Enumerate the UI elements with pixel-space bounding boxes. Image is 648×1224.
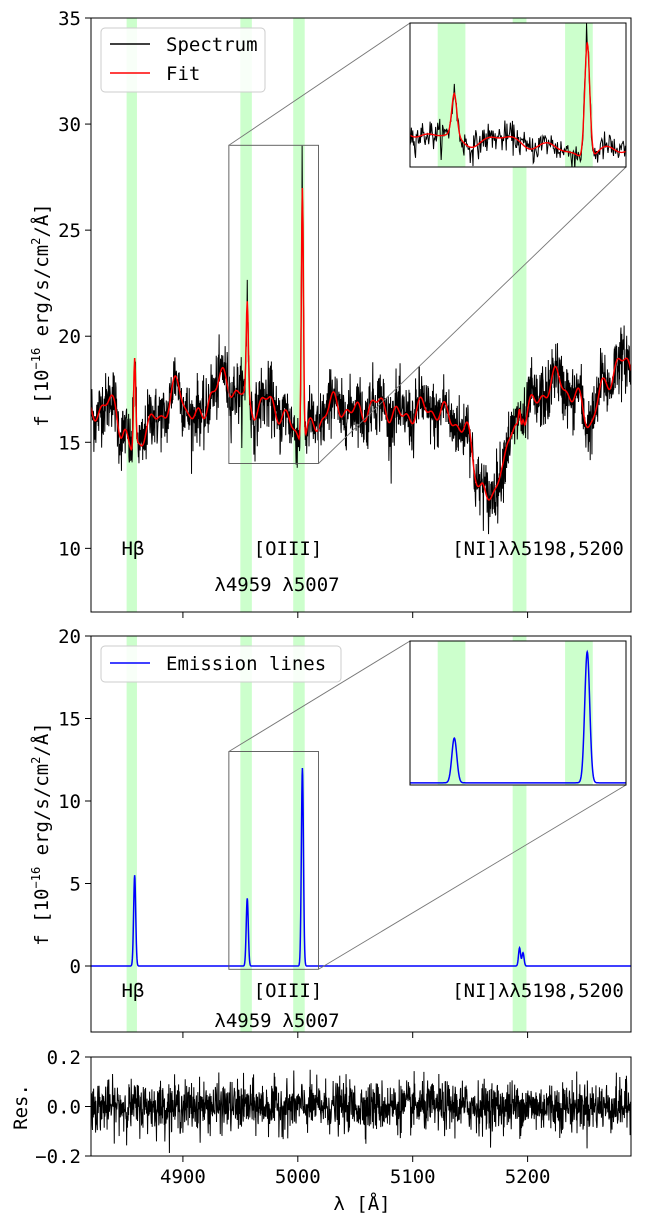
y-tick-label: 0.2 (47, 1047, 81, 1069)
residual-line (91, 1069, 631, 1154)
x-tick-label: 4900 (160, 1166, 206, 1188)
zoom-connector (228, 640, 411, 752)
line-region-shade (126, 636, 137, 1032)
inset-region-shade (565, 23, 593, 167)
y-tick-label: 15 (58, 709, 81, 731)
emission-line (91, 767, 631, 967)
zoom-connector (318, 166, 627, 464)
y-tick-label: 10 (58, 791, 81, 813)
legend-fit-label: Fit (166, 63, 200, 85)
hbeta-label: Hβ (122, 980, 145, 1002)
y-tick-label: 20 (58, 326, 81, 348)
x-axis-ticks (182, 612, 529, 618)
x-tick-label: 5100 (390, 1166, 436, 1188)
x-axis-ticks (182, 1032, 529, 1038)
legend: Spectrum Fit (100, 27, 266, 93)
line-region-shade (293, 18, 305, 612)
legend-emission-label: Emission lines (166, 653, 326, 675)
y-tick-label: 35 (58, 8, 81, 30)
spectrum-line (91, 145, 631, 535)
y-tick-label: −0.2 (35, 1146, 81, 1168)
line-region-shade (126, 18, 137, 612)
residual-panel: 0.2 0.0 −0.2 4900 5000 5100 5200 Res. λ [Å] (10, 1047, 632, 1215)
x-axis-label: λ [Å] (333, 1192, 390, 1215)
zoom-region-box (228, 751, 319, 970)
l4959-label: λ4959 (214, 574, 271, 596)
residual-y-label: Res. (10, 1084, 32, 1130)
l5007-label: λ5007 (282, 574, 339, 596)
y-axis-ticks: 0 5 10 15 20 (58, 626, 91, 978)
legend-spectrum-label: Spectrum (166, 34, 258, 56)
y-axis-ticks: 0.2 0.0 −0.2 (35, 1047, 91, 1168)
ni-label: [NI]λλ5198,5200 (452, 980, 624, 1002)
spectrum-panel: 10 15 20 25 30 35 Spectrum Fit Hβ [OIII] λ495… (29, 8, 632, 618)
x-axis-ticks: 4900 5000 5100 5200 (160, 1156, 550, 1188)
x-tick-label: 5200 (505, 1166, 551, 1188)
y-axis-label: f [10−16 erg/s/cm2/Å] (29, 722, 53, 945)
l5007-label: λ5007 (282, 1010, 339, 1032)
zoom-region-box (228, 144, 319, 464)
line-region-shade (240, 636, 252, 1032)
zoom-connector (228, 22, 411, 146)
y-tick-label: 20 (58, 626, 81, 648)
y-axis-ticks: 10 15 20 25 30 35 (58, 8, 91, 560)
y-tick-label: 0.0 (47, 1097, 81, 1119)
y-tick-label: 5 (70, 874, 81, 896)
line-region-shade (293, 636, 305, 1032)
inset-emission-line (410, 649, 626, 784)
fit-line (91, 187, 631, 501)
zoom-connector (318, 784, 627, 970)
ni-label: [NI]λλ5198,5200 (452, 538, 624, 560)
zoom-inset (409, 640, 627, 786)
y-axis-label: f [10−16 erg/s/cm2/Å] (29, 203, 53, 426)
y-tick-label: 25 (58, 220, 81, 242)
l4959-label: λ4959 (214, 1010, 271, 1032)
y-tick-label: 15 (58, 432, 81, 454)
y-tick-label: 10 (58, 538, 81, 560)
oiii-label: [OIII] (254, 538, 323, 560)
y-tick-label: 30 (58, 114, 81, 136)
x-tick-label: 5000 (275, 1166, 321, 1188)
oiii-label: [OIII] (254, 980, 323, 1002)
hbeta-label: Hβ (122, 538, 145, 560)
inset-fit-line (410, 42, 626, 157)
legend: Emission lines (100, 645, 342, 683)
y-tick-label: 0 (70, 956, 81, 978)
zoom-inset (409, 22, 627, 168)
